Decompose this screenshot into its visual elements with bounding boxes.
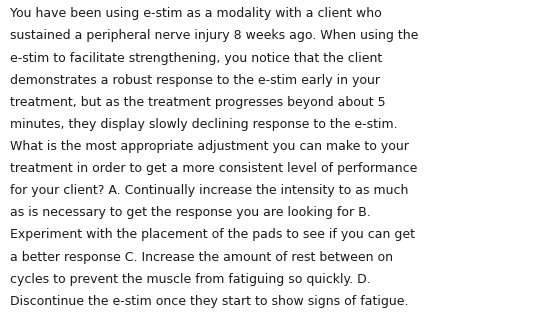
Text: cycles to prevent the muscle from fatiguing so quickly. D.: cycles to prevent the muscle from fatigu…	[10, 273, 371, 286]
Text: treatment in order to get a more consistent level of performance: treatment in order to get a more consist…	[10, 162, 417, 175]
Text: demonstrates a robust response to the e-stim early in your: demonstrates a robust response to the e-…	[10, 74, 380, 87]
Text: for your client? A. Continually increase the intensity to as much: for your client? A. Continually increase…	[10, 184, 408, 197]
Text: as is necessary to get the response you are looking for B.: as is necessary to get the response you …	[10, 206, 371, 219]
Text: minutes, they display slowly declining response to the e-stim.: minutes, they display slowly declining r…	[10, 118, 398, 131]
Text: sustained a peripheral nerve injury 8 weeks ago. When using the: sustained a peripheral nerve injury 8 we…	[10, 29, 418, 43]
Text: What is the most appropriate adjustment you can make to your: What is the most appropriate adjustment …	[10, 140, 409, 153]
Text: Experiment with the placement of the pads to see if you can get: Experiment with the placement of the pad…	[10, 228, 415, 242]
Text: Discontinue the e-stim once they start to show signs of fatigue.: Discontinue the e-stim once they start t…	[10, 295, 408, 308]
Text: You have been using e-stim as a modality with a client who: You have been using e-stim as a modality…	[10, 7, 382, 20]
Text: a better response C. Increase the amount of rest between on: a better response C. Increase the amount…	[10, 251, 393, 264]
Text: treatment, but as the treatment progresses beyond about 5: treatment, but as the treatment progress…	[10, 96, 386, 109]
Text: e-stim to facilitate strengthening, you notice that the client: e-stim to facilitate strengthening, you …	[10, 52, 382, 65]
